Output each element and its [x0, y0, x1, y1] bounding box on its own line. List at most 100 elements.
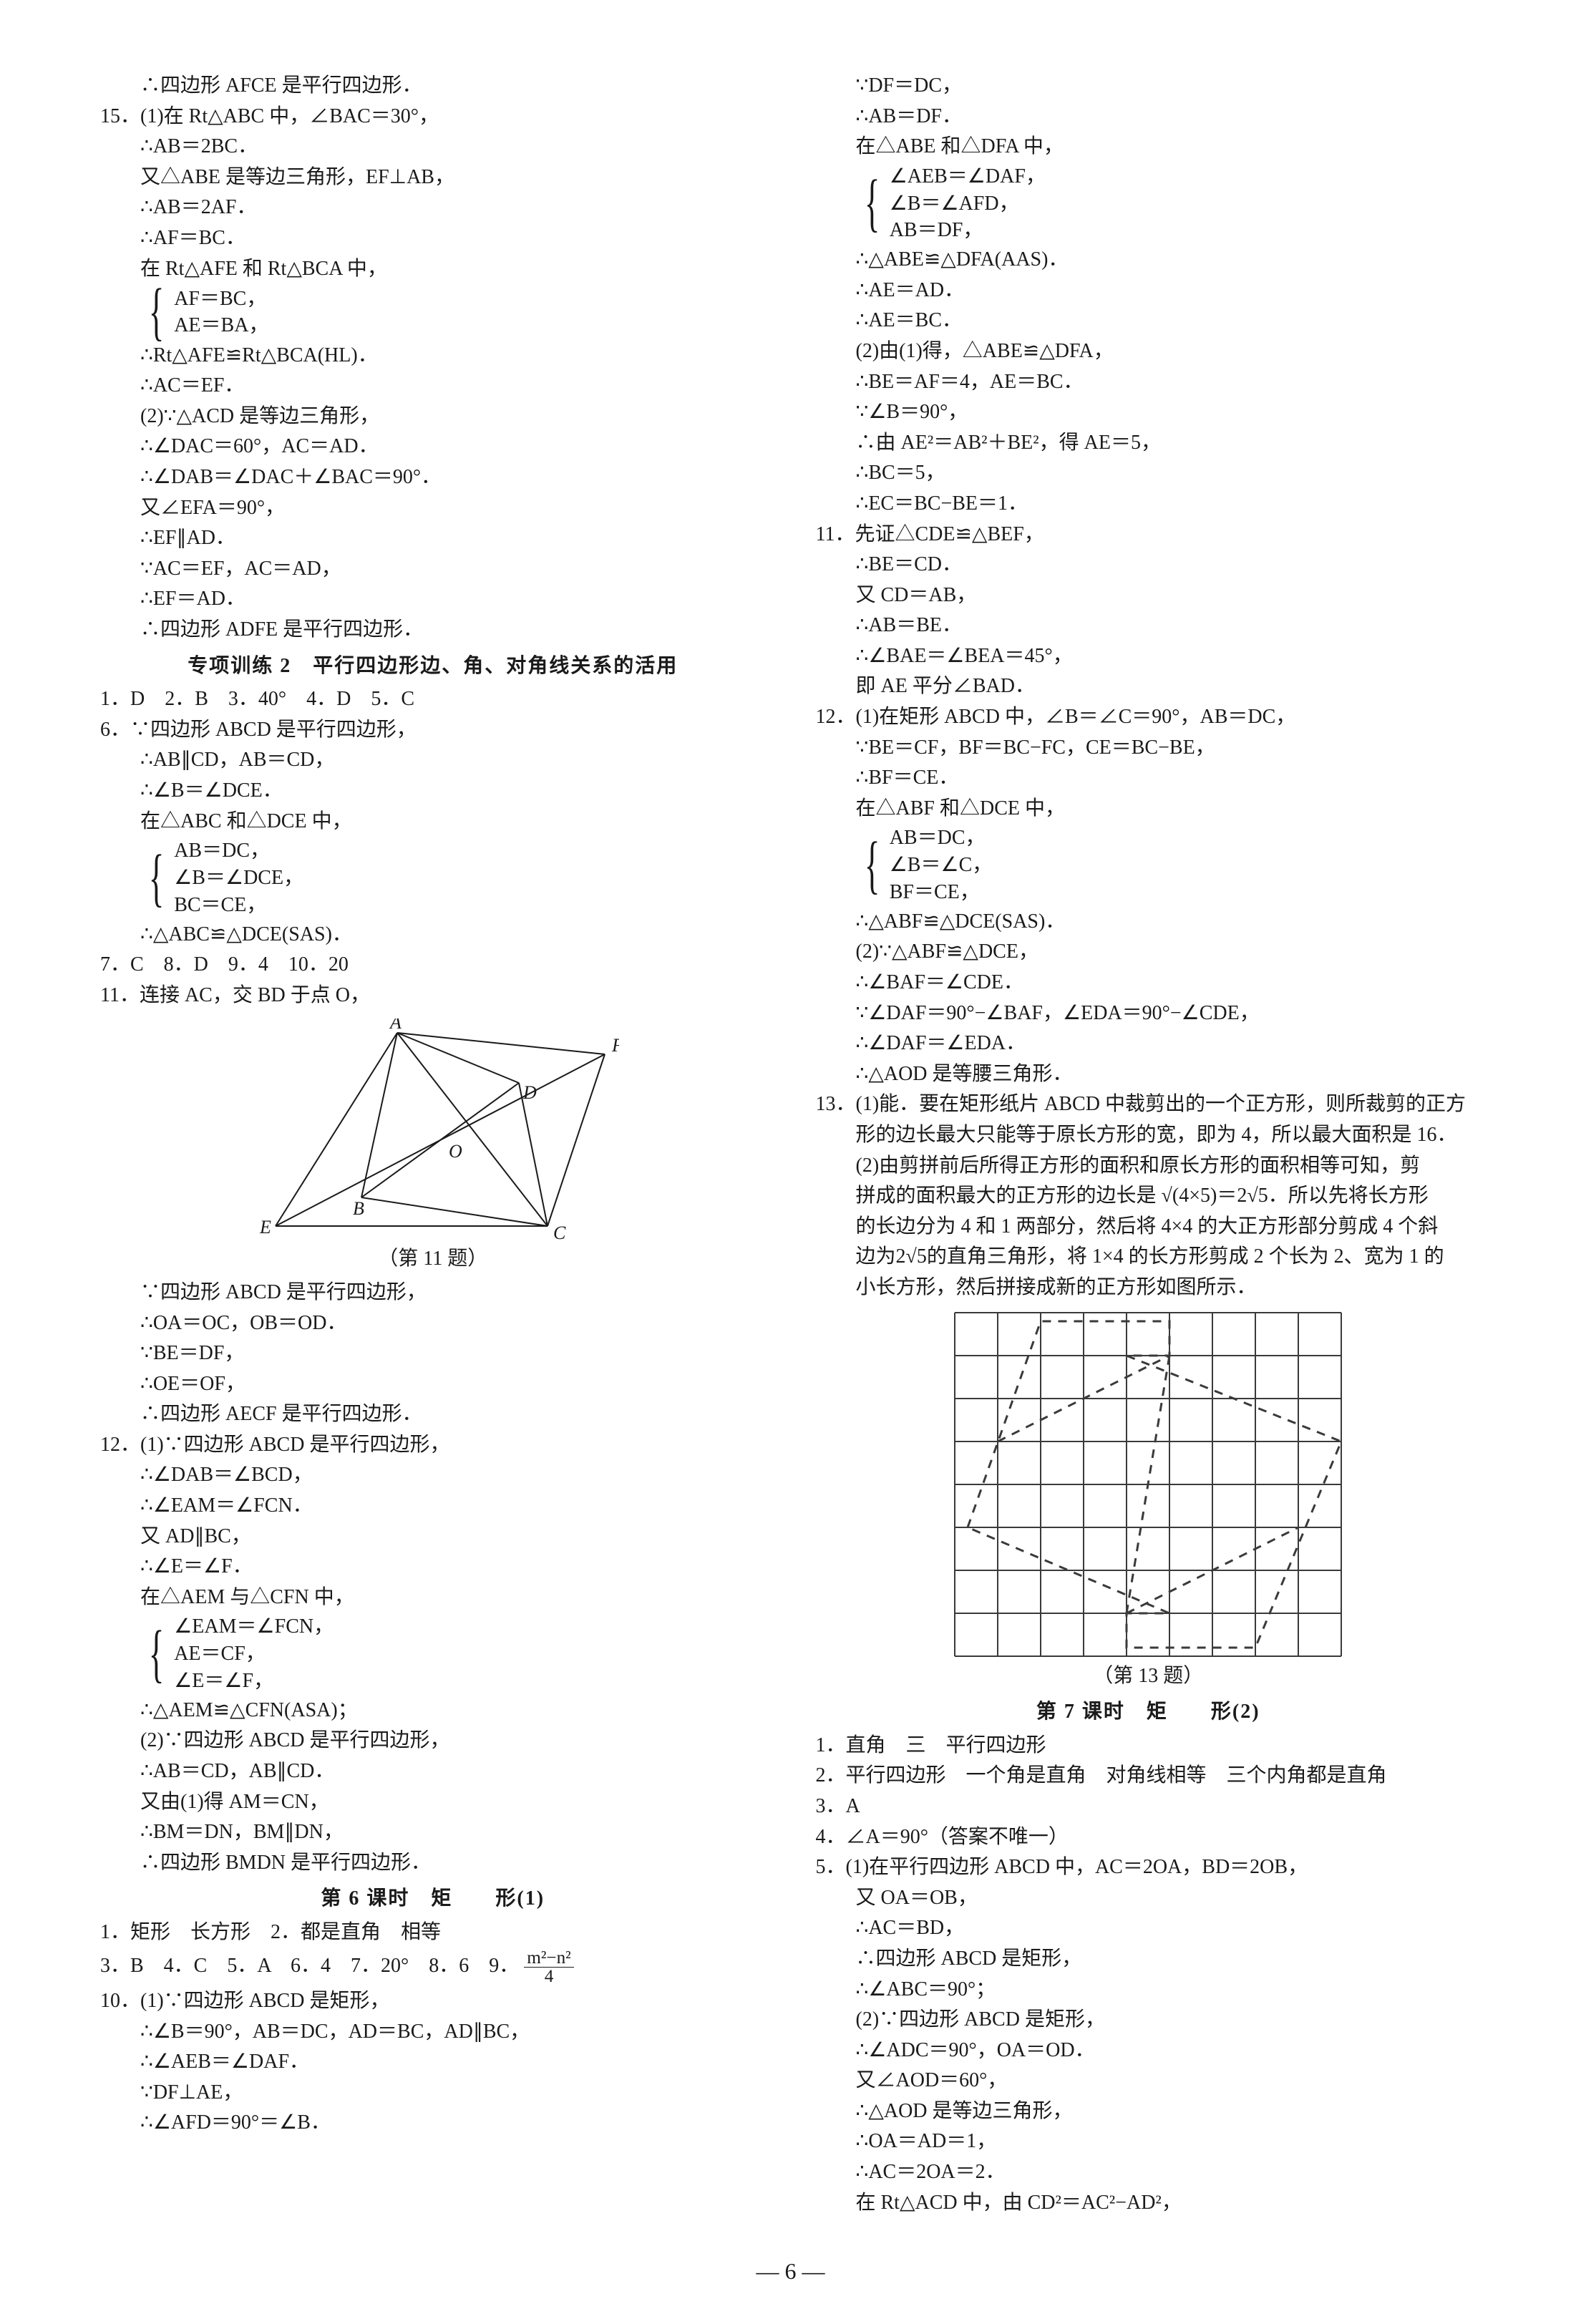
text-line: ∴AC＝2OA＝2． [816, 2158, 1482, 2187]
text-line: ∴AC＝EF． [100, 371, 766, 401]
text-line: AB＝DC， [890, 825, 993, 852]
brace-icon: { [864, 825, 881, 905]
text-span: 边为2 [856, 1245, 906, 1268]
text-line: 10．(1)∵四边形 ABCD 是矩形， [100, 1987, 766, 2016]
section-title: 第 7 课时 矩 形(2) [816, 1698, 1482, 1727]
text-line: (2)∵△ACD 是等边三角形， [100, 402, 766, 432]
brace-group: { AB＝DC， ∠B＝∠C， BF＝CE， [816, 825, 1482, 905]
denominator: 4 [542, 1968, 557, 1985]
text-line: ∴∠DAB＝∠BCD， [100, 1461, 766, 1490]
text-line: 小长方形，然后拼接成新的正方形如图所示． [816, 1273, 1482, 1303]
text-line: ∴∠ABC＝90°； [816, 1975, 1482, 2005]
text-line: ∴∠AFD＝90°＝∠B． [100, 2109, 766, 2138]
text-line: ∴∠DAC＝60°，AC＝AD． [100, 432, 766, 462]
text-line: ∠B＝∠DCE， [174, 865, 303, 892]
brace-group: { ∠AEB＝∠DAF， ∠B＝∠AFD， AB＝DF， [816, 163, 1482, 244]
text-line: 1．直角 三 平行四边形 [816, 1731, 1482, 1761]
sqrt: √(4×5) [1162, 1185, 1217, 1207]
figure-11: AFDOBEC [247, 1018, 619, 1240]
text-line: ∵BE＝DF， [100, 1339, 766, 1368]
text-line: ∠EAM＝∠FCN， [174, 1613, 334, 1640]
text-line: (2)∵四边形 ABCD 是矩形， [816, 2005, 1482, 2035]
brace-icon: { [149, 837, 166, 918]
svg-text:D: D [522, 1082, 537, 1103]
text-line: 在△ABF 和△DCE 中， [816, 794, 1482, 824]
svg-text:F: F [611, 1035, 619, 1056]
left-column: ∴四边形 AFCE 是平行四边形． 15．(1)在 Rt△ABC 中，∠BAC＝… [100, 72, 766, 2219]
text-line: AB＝DF， [890, 217, 1046, 244]
text-line: ∴AB＝2BC． [100, 132, 766, 162]
text-line: 5．(1)在平行四边形 ABCD 中，AC＝2OA，BD＝2OB， [816, 1853, 1482, 1882]
text-line: 7．C 8．D 9．4 10．20 [100, 950, 766, 980]
page-number: — 6 — [100, 2255, 1481, 2287]
brace-icon: { [864, 163, 881, 244]
text-line: (2)∵四边形 ABCD 是平行四边形， [100, 1726, 766, 1756]
text-line: 1．D 2．B 3．40° 4．D 5．C [100, 685, 766, 714]
text-line: ∴△AEM≌△CFN(ASA)； [100, 1696, 766, 1726]
text-span: 拼成的面积最大的正方形的边长是 [856, 1185, 1162, 1207]
text-line: ∴△ABC≌△DCE(SAS)． [100, 920, 766, 950]
text-line: 边为2√5的直角三角形，将 1×4 的长方形剪成 2 个长为 2、宽为 1 的 [816, 1243, 1482, 1272]
svg-text:O: O [449, 1141, 462, 1162]
text-line: ∴四边形 ABCD 是矩形， [816, 1945, 1482, 1974]
figure-caption: （第 13 题） [816, 1662, 1482, 1691]
text-line: ∴EC＝BC−BE＝1． [816, 490, 1482, 519]
text-line: 又 AD∥BC， [100, 1522, 766, 1552]
figure-caption: （第 11 题） [100, 1245, 766, 1274]
svg-text:C: C [553, 1222, 566, 1240]
text-line: ∴OE＝OF， [100, 1370, 766, 1399]
text-line: ∴四边形 AFCE 是平行四边形． [100, 72, 766, 101]
brace-icon: { [149, 285, 166, 340]
text-line: ∴△AOD 是等腰三角形． [816, 1060, 1482, 1089]
text-line: ∴AF＝BC． [100, 224, 766, 253]
text-line: 又△ABE 是等边三角形，EF⊥AB， [100, 163, 766, 193]
text-line: BC＝CE， [174, 892, 303, 919]
text-line: ∵AC＝EF，AC＝AD， [100, 555, 766, 584]
right-column: ∵DF＝DC， ∴AB＝DF． 在△ABE 和△DFA 中， { ∠AEB＝∠D… [816, 72, 1482, 2219]
text-line: ∠AEB＝∠DAF， [890, 163, 1046, 190]
numerator: m²−n² [524, 1949, 574, 1968]
text-line: ∴四边形 ADFE 是平行四边形． [100, 616, 766, 645]
text-line: ∴四边形 AECF 是平行四边形． [100, 1400, 766, 1429]
text-line: ∴AE＝AD． [816, 276, 1482, 306]
svg-text:A: A [389, 1018, 402, 1033]
text-line: 13．(1)能．要在矩形纸片 ABCD 中裁剪出的一个正方形，则所裁剪的正方 [816, 1090, 1482, 1119]
sqrt: √5 [906, 1245, 927, 1268]
text-line: 4．∠A＝90°（答案不唯一） [816, 1823, 1482, 1852]
text-line: ∴∠B＝∠DCE． [100, 777, 766, 806]
text-line: ∴AB＝CD，AB∥CD． [100, 1757, 766, 1786]
text-line: 拼成的面积最大的正方形的边长是 √(4×5)＝2√5．所以先将长方形 [816, 1182, 1482, 1211]
page: ∴四边形 AFCE 是平行四边形． 15．(1)在 Rt△ABC 中，∠BAC＝… [100, 72, 1481, 2219]
text-line: (2)由(1)得，△ABE≌△DFA， [816, 337, 1482, 366]
text-line: 3．B 4．C 5．A 6．4 7．20° 8．6 9． m²−n² 4 [100, 1949, 766, 1985]
text-line: ∴BF＝CE． [816, 764, 1482, 793]
text-span: ．所以先将长方形 [1268, 1185, 1429, 1207]
brace-group: { ∠EAM＝∠FCN， AE＝CF， ∠E＝∠F， [100, 1613, 766, 1694]
text-line: AE＝BA， [174, 312, 268, 339]
text-line: (2)∵△ABF≌△DCE， [816, 938, 1482, 967]
text-line: ∴BE＝CD． [816, 550, 1482, 580]
svg-text:E: E [259, 1217, 271, 1238]
text-line: ∴AC＝BD， [816, 1914, 1482, 1943]
text-line: AF＝BC， [174, 286, 268, 313]
fraction: m²−n² 4 [524, 1949, 574, 1985]
text-line: 11．连接 AC，交 BD 于点 O， [100, 981, 766, 1011]
text-line: ∴由 AE²＝AB²＋BE²，得 AE＝5， [816, 429, 1482, 458]
text-line: ∴∠B＝90°，AB＝DC，AD＝BC，AD∥BC， [100, 2018, 766, 2047]
text-line: 在 Rt△ACD 中，由 CD²＝AC²−AD²， [816, 2189, 1482, 2218]
text-line: AB＝DC， [174, 837, 303, 865]
text-line: ∴∠ADC＝90°，OA＝OD． [816, 2036, 1482, 2066]
text-line: ∴△ABF≌△DCE(SAS)． [816, 908, 1482, 937]
section-title: 专项训练 2 平行四边形边、角、对角线关系的活用 [100, 652, 766, 681]
text-line: 3．A [816, 1792, 1482, 1822]
text-line: ∴BM＝DN，BM∥DN， [100, 1818, 766, 1847]
brace-icon: { [149, 1613, 166, 1694]
text-line: ∴BE＝AF＝4，AE＝BC． [816, 368, 1482, 397]
text-line: ∴∠DAB＝∠DAC＋∠BAC＝90°． [100, 463, 766, 492]
text-line: ∴△AOD 是等边三角形， [816, 2097, 1482, 2126]
text-line: ∴AB＝BE． [816, 611, 1482, 641]
text-line: 又由(1)得 AM＝CN， [100, 1788, 766, 1817]
text-line: ∴△ABE≌△DFA(AAS)． [816, 245, 1482, 275]
text-line: ∴∠AEB＝∠DAF． [100, 2048, 766, 2077]
brace-group: { AF＝BC， AE＝BA， [100, 285, 766, 340]
